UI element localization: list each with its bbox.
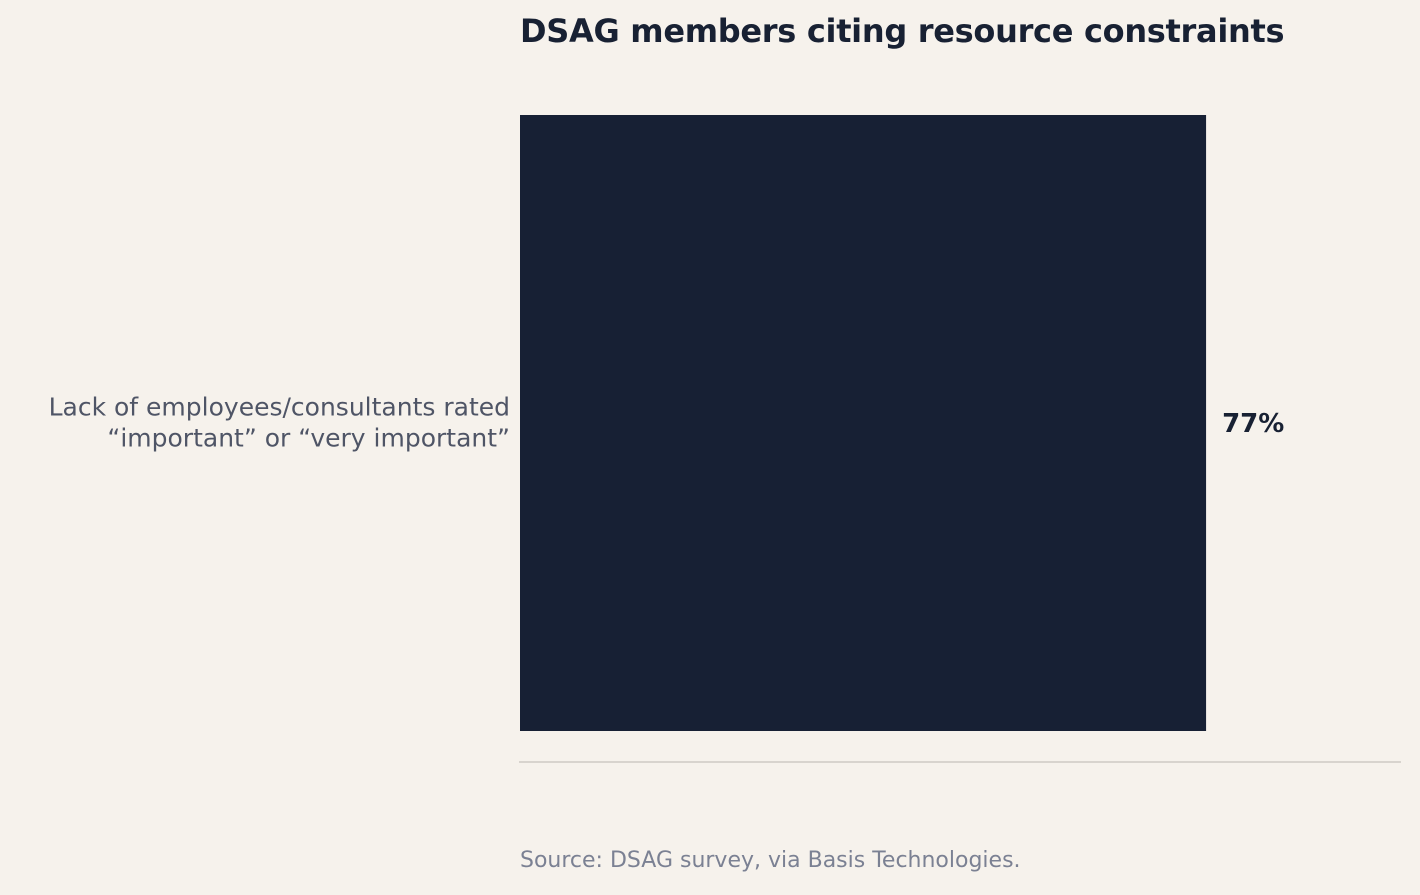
bars-layer	[520, 115, 1207, 731]
bar	[520, 115, 1207, 731]
chart-title: DSAG members citing resource constraints	[520, 12, 1285, 50]
labels-layer: 77% Lack of employees/consultants rated “i…	[49, 393, 1285, 453]
category-label: Lack of employees/consultants rated “impo…	[49, 393, 510, 453]
source-note: Source: DSAG survey, via Basis Technolog…	[520, 848, 1021, 873]
category-label-line: Lack of employees/consultants rated	[49, 393, 510, 422]
category-label-line: “important” or “very important”	[107, 424, 510, 453]
bar-value-label: 77%	[1222, 409, 1284, 439]
